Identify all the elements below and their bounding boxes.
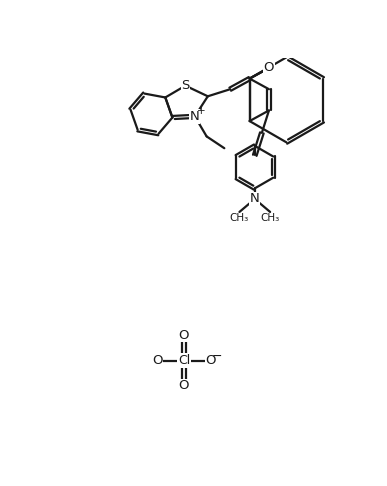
Text: CH₃: CH₃ [230, 213, 249, 224]
Text: +: + [197, 106, 205, 116]
Text: O: O [152, 354, 163, 367]
Text: N: N [250, 192, 260, 206]
Text: CH₃: CH₃ [260, 213, 280, 224]
Text: O: O [264, 61, 274, 74]
Text: O: O [179, 329, 189, 342]
Text: O: O [205, 354, 216, 367]
Text: S: S [181, 79, 190, 92]
Text: N: N [190, 110, 200, 123]
Text: O: O [179, 380, 189, 392]
Text: −: − [212, 350, 222, 363]
Text: Cl: Cl [178, 354, 190, 367]
